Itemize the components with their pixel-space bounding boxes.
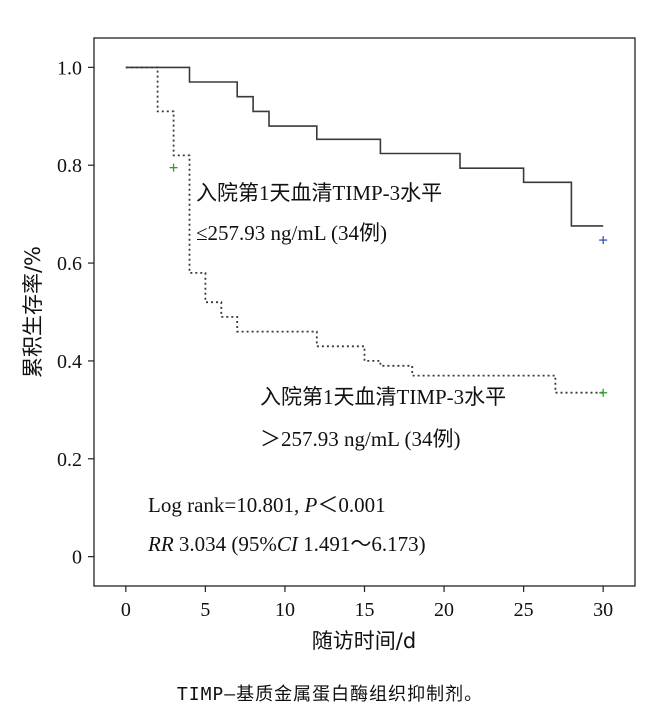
x-tick-label: 10: [275, 599, 295, 621]
x-axis-ticks: 0 5 10 15 20 25 30: [121, 586, 613, 621]
y-tick-label: 1.0: [57, 57, 82, 79]
group2-label-line1: 入院第1天血清TIMP-3水平: [260, 385, 507, 409]
survival-curve-2: [125, 66, 604, 394]
x-tick-label: 15: [355, 599, 375, 621]
censor-mark: [169, 163, 178, 172]
survival-curves: [125, 66, 604, 394]
p-symbol: P: [304, 493, 318, 517]
figure-caption: TIMP—基质金属蛋白酶组织抑制剂。: [176, 684, 484, 705]
rr-symbol: RR: [148, 532, 174, 556]
y-axis-title: 累积生存率/%: [21, 246, 45, 378]
y-axis-ticks: 0 0.2 0.4 0.6 0.8 1.0: [57, 57, 94, 569]
ci-value: 1.491～6.173): [297, 532, 426, 556]
censor-marks: [169, 163, 608, 397]
x-tick-label: 5: [200, 599, 210, 621]
group1-label-line1: 入院第1天血清TIMP-3水平: [196, 181, 443, 205]
group2-label-line2: ＞257.93 ng/mL (34例): [260, 427, 461, 451]
y-tick-label: 0.8: [57, 155, 82, 177]
x-tick-label: 20: [434, 599, 454, 621]
km-chart: 0 5 10 15 20 25 30 0 0.2 0.4 0.6 0.8 1.0 随访时间/d 累积生…: [21, 37, 636, 653]
p-value: ＜0.001: [317, 493, 386, 517]
logrank-text: Log rank=10.801,: [148, 493, 305, 517]
rr-stat: RR 3.034 (95%CI 1.491～6.173): [148, 528, 426, 558]
censor-mark: [599, 388, 608, 397]
x-tick-label: 30: [593, 599, 613, 621]
x-axis-title: 随访时间/d: [312, 629, 416, 653]
y-tick-label: 0: [72, 547, 82, 569]
x-tick-label: 0: [121, 599, 131, 621]
y-tick-label: 0.6: [57, 253, 82, 275]
rr-value: 3.034 (95%: [173, 532, 277, 556]
x-tick-label: 25: [514, 599, 534, 621]
logrank-stat: Log rank=10.801, P＜0.001: [148, 489, 386, 519]
ci-symbol: CI: [276, 532, 298, 556]
censor-mark: [599, 236, 608, 245]
survival-curve-1: [125, 66, 604, 227]
y-tick-label: 0.2: [57, 449, 82, 471]
group1-label-line2: ≤257.93 ng/mL (34例): [196, 221, 387, 245]
y-tick-label: 0.4: [57, 351, 82, 373]
